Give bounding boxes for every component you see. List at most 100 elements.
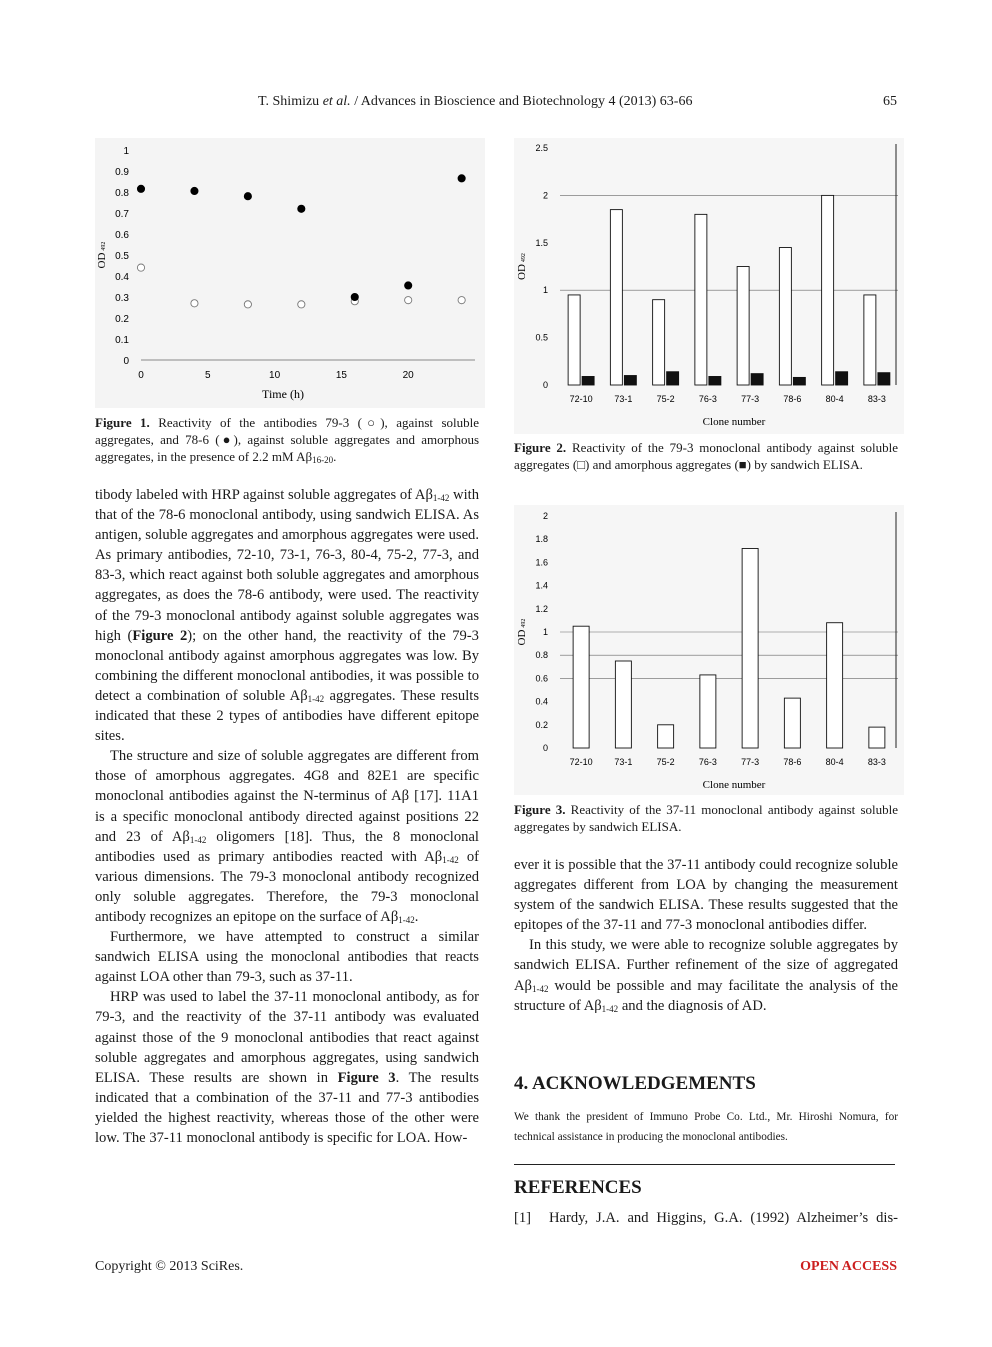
bar-amorphous [708, 376, 722, 386]
subscript: 1-42 [307, 693, 325, 704]
x-tick-label: 20 [403, 370, 415, 381]
figure-2-chart: 0 0.5 1 1.5 2 2.5 72-10 73-1 75-2 76-3 77-3 78-6 80-… [514, 138, 904, 434]
y-tick-label: 0.6 [115, 230, 129, 241]
reference-number: [1] [514, 1210, 532, 1226]
x-tick-label: 80-4 [826, 394, 844, 404]
figure-2-caption-text: Reactivity of the 79-3 monoclonal antibo… [514, 440, 898, 472]
reference-text: Hardy, J.A. and Higgins, G.A. (1992) Alz… [549, 1210, 898, 1226]
bar-soluble [699, 674, 717, 749]
bar-soluble [652, 299, 666, 386]
y-axis-label-sub: 492 [521, 253, 527, 262]
bar-amorphous [623, 375, 637, 386]
data-point-open [190, 299, 199, 308]
y-tick-label: 0.2 [535, 720, 548, 730]
header-authors: T. Shimizu [258, 94, 320, 109]
section-divider [514, 1164, 895, 1165]
figure-1-caption-end: . [333, 449, 337, 464]
bar-amorphous [666, 371, 680, 386]
text-run: The structure and size of soluble aggreg… [95, 748, 479, 845]
figure-3-caption: Figure 3. Reactivity of the 37-11 monocl… [514, 801, 898, 835]
figure-3-caption-text: Reactivity of the 37-11 monoclonal antib… [514, 802, 899, 834]
bar-amorphous [581, 376, 595, 386]
references-heading: REFERENCES [514, 1177, 642, 1198]
bar-soluble [826, 622, 844, 749]
header-journal: / Advances in Bioscience and Biotechnolo… [354, 94, 693, 109]
data-point-filled [297, 204, 306, 213]
acknowledgements-heading: 4. ACKNOWLEDGEMENTS [514, 1073, 756, 1094]
figure-1-caption-sub: 16-20 [312, 455, 334, 465]
x-tick-label: 73-1 [614, 394, 632, 404]
bar-soluble [741, 548, 759, 749]
subscript: 1-42 [432, 493, 450, 503]
x-tick-label: 76-3 [699, 757, 717, 767]
text-run: In this study, we were able to recognize… [514, 937, 898, 994]
chart-background [514, 505, 904, 795]
right-paragraph-2: In this study, we were able to recognize… [514, 935, 898, 1015]
data-point-filled [190, 186, 199, 196]
data-point-open [243, 300, 252, 309]
x-tick-label: 76-3 [699, 394, 717, 404]
x-tick-label: 10 [269, 370, 281, 381]
data-point-filled [350, 292, 359, 302]
x-tick-label: 0 [138, 370, 144, 381]
figure-3-chart: 0 0.2 0.4 0.6 0.8 1 1.2 1.4 1.6 1.8 2 72-10 73-1 75-2… [514, 505, 904, 795]
subscript: 1-42 [189, 834, 207, 845]
data-point-filled [136, 184, 146, 193]
bar-soluble [614, 660, 632, 749]
y-tick-label: 0.2 [115, 314, 129, 325]
bar-soluble [863, 294, 877, 386]
y-tick-label: 0.1 [115, 335, 129, 346]
left-paragraph-3: Furthermore, we have attempted to constr… [95, 929, 479, 986]
left-column: tibody labeled with HRP against soluble … [95, 485, 479, 1148]
x-tick-label: 78-6 [783, 757, 801, 767]
y-tick-label: 1.8 [535, 534, 548, 544]
y-tick-label: 0 [123, 356, 129, 367]
x-axis-label: Time (h) [262, 387, 304, 401]
y-tick-label: 0.9 [115, 167, 129, 178]
data-point-filled [404, 281, 413, 290]
text-run: of various dimensions. The 79-3 monoclon… [95, 848, 479, 925]
y-tick-label: 0 [543, 743, 548, 753]
data-point-filled [457, 174, 466, 183]
y-tick-label: 1.4 [535, 581, 548, 591]
x-tick-label: 73-1 [614, 757, 632, 767]
x-axis-label: Clone number [703, 779, 766, 791]
bar-soluble [783, 697, 801, 749]
subscript: 1-42 [398, 914, 415, 925]
bar-soluble [778, 247, 792, 386]
x-tick-label: 77-3 [741, 757, 759, 767]
left-paragraph-4: HRP was used to label the 37-11 monoclon… [95, 987, 479, 1148]
acknowledgements-text: We thank the president of Immuno Probe C… [514, 1111, 898, 1143]
bar-amorphous [835, 371, 849, 386]
y-tick-label: 1 [123, 146, 129, 157]
subscript: 1-42 [531, 983, 549, 994]
y-tick-label: 2.5 [535, 143, 548, 153]
x-tick-label: 83-3 [868, 757, 886, 767]
text-run: tibody labeled with HRP against soluble … [95, 487, 433, 503]
x-tick-label: 72-10 [570, 757, 593, 767]
y-tick-label: 0.7 [115, 209, 129, 220]
data-point-open [297, 300, 306, 309]
y-tick-label: 0.5 [115, 251, 129, 262]
x-tick-label: 75-2 [657, 394, 675, 404]
y-tick-label: 0 [543, 380, 548, 390]
y-tick-label: 0.4 [115, 272, 129, 283]
bar-amorphous [792, 376, 806, 386]
figure-reference: Figure 3 [337, 1069, 396, 1086]
x-tick-label: 15 [336, 370, 348, 381]
bar-amorphous [877, 372, 891, 386]
text-run: HRP was used to label the 37-11 monoclon… [95, 989, 479, 1086]
figure-1-label: Figure 1. [95, 415, 150, 430]
y-tick-label: 0.6 [535, 673, 548, 683]
running-header: T. Shimizu et al. / Advances in Bioscien… [0, 94, 897, 116]
text-run: ); on the other hand, the reactivity of … [95, 627, 479, 704]
figure-2-caption: Figure 2. Reactivity of the 79-3 monoclo… [514, 439, 898, 473]
text-run: would be possible and may facilitate the… [514, 977, 898, 1014]
y-tick-label: 1.6 [535, 557, 548, 567]
data-point-open [457, 296, 466, 305]
x-tick-label: 77-3 [741, 394, 759, 404]
figure-1-caption: Figure 1. Reactivity of the antibodies 7… [95, 414, 479, 465]
y-tick-label: 2 [543, 190, 548, 200]
x-tick-label: 72-10 [570, 394, 593, 404]
text-run: . The results indicated that a combinati… [95, 1069, 479, 1146]
